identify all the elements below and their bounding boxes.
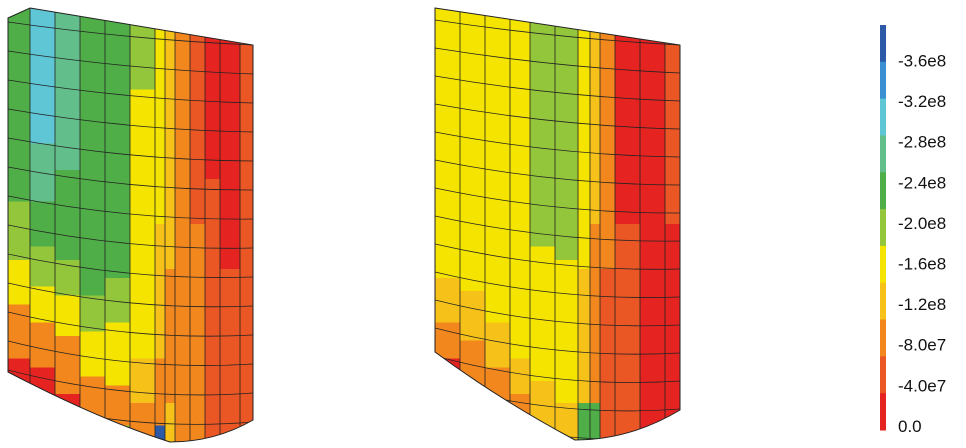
mesh-column bbox=[205, 8, 221, 442]
mesh-column bbox=[190, 8, 206, 442]
mesh-line bbox=[435, 243, 680, 270]
mesh-line bbox=[8, 311, 253, 337]
mesh-column bbox=[590, 8, 601, 440]
colorbar-label: -1.6e8 bbox=[898, 254, 946, 273]
mesh bbox=[8, 8, 253, 442]
mesh-line bbox=[8, 369, 253, 396]
mesh-line bbox=[8, 50, 253, 75]
mesh-column bbox=[30, 8, 56, 442]
mesh-column bbox=[55, 8, 81, 442]
colorbar-segment bbox=[880, 25, 886, 63]
mesh-line bbox=[8, 195, 253, 220]
mesh bbox=[435, 8, 680, 440]
colorbar-segment bbox=[880, 61, 886, 100]
mesh-line bbox=[435, 103, 680, 130]
mesh-column bbox=[530, 8, 556, 440]
mesh-column bbox=[578, 8, 591, 440]
colorbar-label: -1.2e8 bbox=[898, 295, 946, 314]
mesh-column bbox=[165, 8, 176, 442]
colorbar-label: -2.4e8 bbox=[898, 173, 946, 192]
colorbar-segment bbox=[880, 98, 886, 136]
mesh-column bbox=[640, 8, 666, 440]
mesh-line bbox=[435, 299, 680, 327]
colorbar-label: 0.0 bbox=[898, 417, 922, 436]
mesh-line bbox=[8, 137, 253, 162]
mesh-line bbox=[435, 75, 680, 102]
mesh-column bbox=[510, 8, 531, 440]
mesh-line bbox=[8, 253, 253, 278]
mesh-column bbox=[665, 8, 680, 440]
mesh-column bbox=[130, 8, 156, 442]
mesh-line bbox=[8, 340, 253, 366]
colorbar-label: -4.0e7 bbox=[898, 376, 946, 395]
outline bbox=[434, 7, 681, 441]
colorbar-segment bbox=[880, 282, 886, 321]
colorbar-label: -3.2e8 bbox=[898, 92, 946, 111]
colorbar-label: -2.8e8 bbox=[898, 133, 946, 152]
mesh-line bbox=[435, 271, 680, 298]
colorbar-segment bbox=[880, 245, 886, 284]
mesh-column bbox=[600, 8, 616, 440]
mesh-column bbox=[155, 8, 166, 442]
colorbar-label: -3.6e8 bbox=[898, 51, 946, 70]
mesh-column bbox=[80, 8, 106, 442]
outline bbox=[7, 7, 254, 443]
mesh-column bbox=[555, 8, 579, 440]
mesh-line bbox=[435, 215, 680, 242]
mesh-line bbox=[8, 79, 253, 104]
mesh-column bbox=[435, 8, 461, 440]
mesh-line bbox=[8, 282, 253, 308]
mesh-line bbox=[435, 19, 680, 46]
colorbar-segment bbox=[880, 319, 886, 357]
mesh-body bbox=[7, 7, 254, 443]
mesh-column bbox=[8, 8, 31, 442]
colorbar-segment bbox=[880, 135, 886, 173]
mesh-column bbox=[240, 8, 253, 442]
contour-plots bbox=[7, 7, 681, 443]
colorbar-segment bbox=[880, 393, 886, 431]
colorbar: -3.6e8 -3.2e8 -2.8e8 -2.4e8 -2.0e8 -1.6e8 -1.2… bbox=[880, 25, 946, 436]
colorbar-label: -8.0e7 bbox=[898, 336, 946, 355]
mesh-line bbox=[435, 47, 680, 74]
mesh-body bbox=[434, 7, 681, 441]
mesh-column bbox=[105, 8, 131, 442]
colorbar-label: -2.0e8 bbox=[898, 214, 946, 233]
mesh-line bbox=[435, 159, 680, 186]
mesh-column bbox=[220, 8, 241, 442]
mesh-line bbox=[8, 166, 253, 191]
mesh-column bbox=[615, 8, 641, 440]
mesh-line bbox=[8, 108, 253, 133]
mesh-line bbox=[435, 131, 680, 158]
colorbar-segment bbox=[880, 172, 886, 210]
mesh-line bbox=[435, 187, 680, 214]
mesh-line bbox=[435, 355, 680, 383]
colorbar-segment bbox=[880, 356, 886, 394]
colorbar-segment bbox=[880, 209, 886, 247]
mesh-line bbox=[8, 224, 253, 249]
mesh-column bbox=[485, 8, 511, 440]
mesh-line bbox=[435, 327, 680, 355]
mesh-line bbox=[8, 21, 253, 46]
mesh-column bbox=[175, 8, 191, 442]
